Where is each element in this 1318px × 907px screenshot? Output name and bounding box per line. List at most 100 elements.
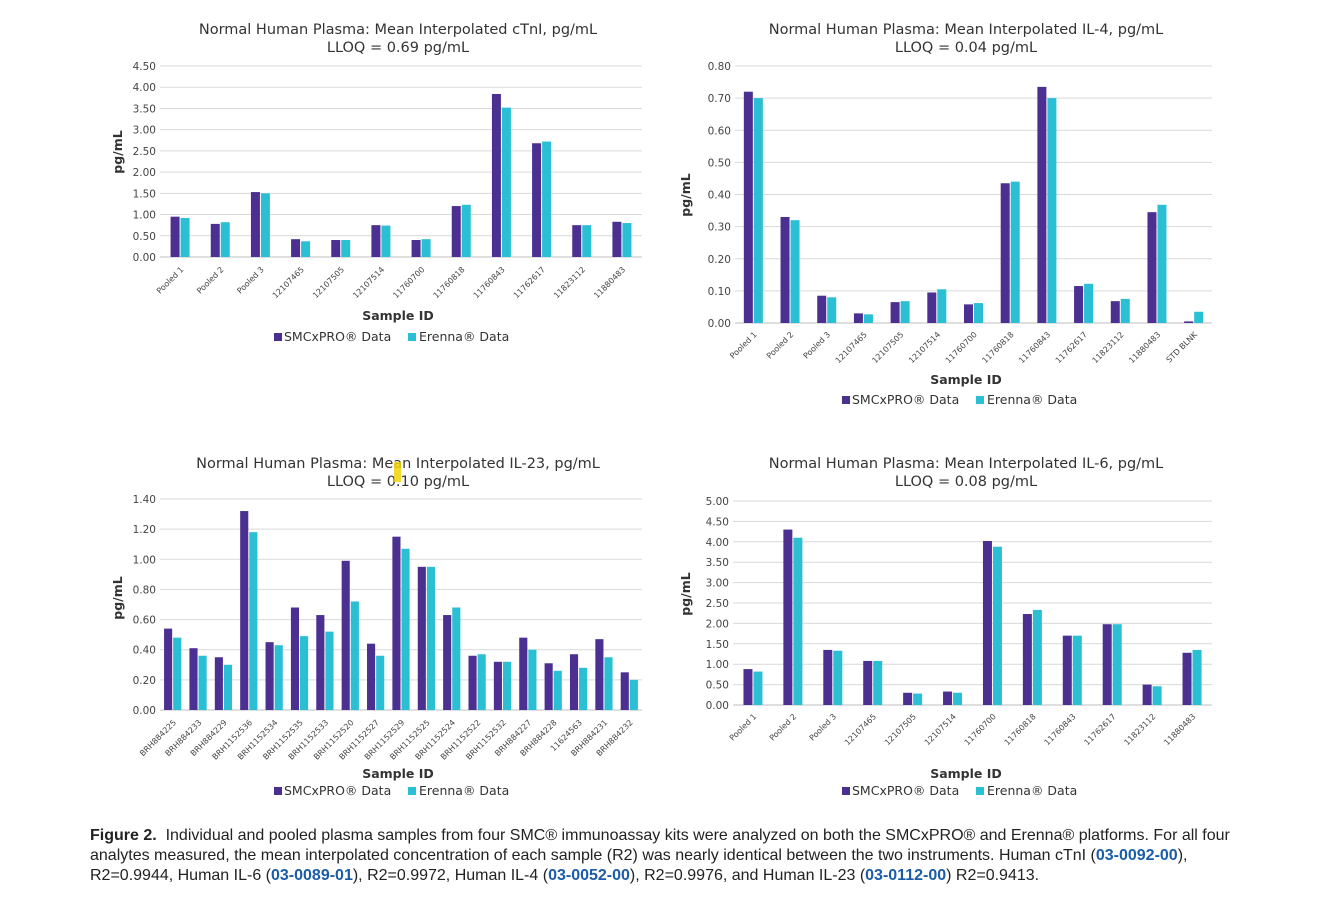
caption-text: ), R2=0.9944, Human IL-6 ( <box>90 847 1188 884</box>
bar-erenna <box>381 225 391 257</box>
bar-erenna <box>992 546 1002 705</box>
caption-text: Individual and pooled plasma samples fro… <box>90 827 1230 864</box>
bar-smcxpro <box>519 637 528 710</box>
bar-erenna <box>249 532 258 710</box>
chart-subtitle: LLOQ = 0.04 pg/mL <box>895 40 1037 56</box>
y-tick-label: 0.80 <box>708 61 731 73</box>
catalog-link-il6[interactable]: 03-0089-01 <box>271 867 353 884</box>
catalog-link-il23[interactable]: 03-0112-00 <box>865 867 947 884</box>
x-axis-label: Sample ID <box>930 766 1002 781</box>
bar-erenna <box>426 566 435 710</box>
bar-erenna <box>827 297 837 323</box>
bar-smcxpro <box>853 313 863 323</box>
bar-smcxpro <box>743 91 753 323</box>
x-tick-label: 11760818 <box>1003 712 1038 747</box>
bar-smcxpro <box>1074 286 1084 323</box>
y-tick-label: 4.50 <box>133 61 156 73</box>
legend-swatch-smcxpro <box>842 787 850 795</box>
bar-erenna <box>553 670 562 710</box>
x-tick-label: 12107465 <box>843 712 878 747</box>
bar-erenna <box>1157 204 1167 323</box>
chart-legend: SMCxPRO® Data Erenna® Data <box>842 783 1077 798</box>
chart-ctni: Normal Human Plasma: Mean Interpolated c… <box>110 22 642 344</box>
y-tick-label: 0.50 <box>706 680 729 692</box>
bar-erenna <box>341 240 351 257</box>
chart-title: Normal Human Plasma: Mean Interpolated c… <box>199 22 597 38</box>
bar-smcxpro <box>316 615 325 710</box>
y-tick-label: 3.50 <box>706 557 729 569</box>
bar-smcxpro <box>341 560 350 710</box>
bar-smcxpro <box>210 223 220 257</box>
y-tick-label: 1.50 <box>133 188 156 200</box>
bar-erenna <box>1084 283 1094 323</box>
bar-erenna <box>501 107 511 258</box>
legend-label-erenna: Erenna® Data <box>987 783 1077 798</box>
bar-smcxpro <box>250 192 260 257</box>
bar-erenna <box>220 222 230 257</box>
bar-smcxpro <box>164 628 173 710</box>
bar-erenna <box>542 141 552 257</box>
bar-erenna <box>900 301 910 323</box>
bar-smcxpro <box>443 615 452 710</box>
caption-label: Figure 2. <box>90 827 157 844</box>
bar-smcxpro <box>1142 684 1152 705</box>
y-tick-label: 0.70 <box>708 93 731 105</box>
y-tick-label: 4.00 <box>133 82 156 94</box>
y-tick-label: 1.40 <box>133 494 156 506</box>
bar-erenna <box>1152 686 1162 705</box>
x-tick-label: 11762617 <box>1082 712 1117 747</box>
bar-erenna <box>793 537 803 705</box>
y-tick-label: 2.00 <box>706 618 729 630</box>
y-tick-label: 0.00 <box>708 318 731 330</box>
bar-erenna <box>180 217 190 257</box>
x-axis-label: Sample ID <box>362 308 434 323</box>
legend-swatch-erenna <box>408 333 416 341</box>
bar-smcxpro <box>743 669 753 705</box>
bar-smcxpro <box>367 643 376 710</box>
legend-label-smcxpro: SMCxPRO® Data <box>852 392 959 407</box>
bar-smcxpro <box>817 295 827 323</box>
bar-erenna <box>1072 635 1082 705</box>
bar-smcxpro <box>371 225 381 257</box>
y-tick-label: 0.40 <box>133 645 156 657</box>
bar-erenna <box>1120 298 1130 323</box>
bar-smcxpro <box>468 655 477 710</box>
bar-erenna <box>1192 649 1202 705</box>
y-tick-label: 2.50 <box>706 598 729 610</box>
y-tick-label: 0.30 <box>708 222 731 234</box>
bar-smcxpro <box>569 654 579 710</box>
bar-smcxpro <box>493 661 502 710</box>
legend-swatch-smcxpro <box>842 396 850 404</box>
y-tick-label: 0.20 <box>708 254 731 266</box>
bar-erenna <box>528 649 537 710</box>
bar-erenna <box>790 220 800 323</box>
bar-smcxpro <box>572 225 582 257</box>
bar-erenna <box>260 193 270 257</box>
bar-erenna <box>833 650 843 705</box>
bar-erenna <box>863 314 873 323</box>
bar-smcxpro <box>1110 301 1120 323</box>
y-tick-label: 2.50 <box>133 146 156 158</box>
bar-smcxpro <box>903 692 913 705</box>
legend-swatch-smcxpro <box>274 333 282 341</box>
catalog-link-il4[interactable]: 03-0052-00 <box>548 867 630 884</box>
legend-label-erenna: Erenna® Data <box>987 392 1077 407</box>
bar-erenna <box>452 607 461 710</box>
chart-subtitle: LLOQ = 0.69 pg/mL <box>327 40 469 56</box>
chart-il6: Normal Human Plasma: Mean Interpolated I… <box>678 456 1212 798</box>
bar-erenna <box>913 693 923 705</box>
y-tick-label: 1.00 <box>133 210 156 222</box>
chart-subtitle: LLOQ = 0.10 pg/mL <box>327 474 469 490</box>
catalog-link-ctni[interactable]: 03-0092-00 <box>1095 847 1178 864</box>
bar-erenna <box>1047 98 1057 323</box>
y-tick-label: 1.00 <box>706 659 729 671</box>
bar-smcxpro <box>620 672 629 710</box>
y-tick-label: 4.00 <box>706 537 729 549</box>
bar-smcxpro <box>1022 614 1032 705</box>
bar-smcxpro <box>1062 635 1072 705</box>
legend-swatch-erenna <box>976 396 984 404</box>
bar-smcxpro <box>927 292 937 323</box>
bar-erenna <box>1010 181 1020 323</box>
x-tick-label: 11760700 <box>963 712 998 747</box>
y-tick-label: 3.00 <box>706 578 729 590</box>
